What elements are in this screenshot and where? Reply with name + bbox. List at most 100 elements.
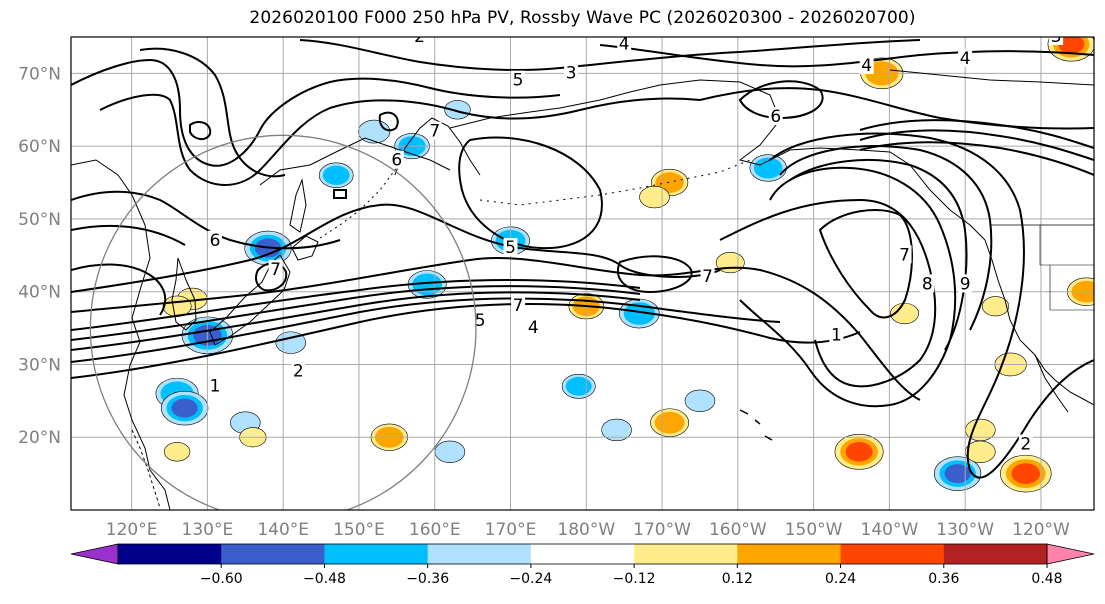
colorbar-tick-label: 0.48 bbox=[1031, 571, 1062, 587]
colorbar-segment bbox=[221, 544, 325, 564]
colorbar-segment bbox=[840, 544, 945, 564]
contour-label-bg bbox=[897, 245, 912, 264]
pv-contours bbox=[71, 39, 1094, 479]
coastline-baja bbox=[1034, 354, 1069, 413]
contour-2 bbox=[71, 297, 781, 363]
contour-label: 1 bbox=[831, 325, 842, 345]
pc-shading-blob bbox=[561, 373, 596, 399]
contour-label: 2 bbox=[414, 27, 425, 47]
pc-shading-level bbox=[163, 442, 191, 462]
lon-tick-label: 150°W bbox=[785, 520, 843, 540]
lat-tick-label: 50°N bbox=[18, 210, 61, 230]
pc-shading-blob bbox=[1000, 454, 1052, 493]
contour-north-1 bbox=[71, 58, 561, 167]
pc-shading-blob bbox=[933, 456, 982, 491]
contour-label-bg bbox=[207, 230, 222, 249]
lon-tick-label: 160°E bbox=[409, 520, 461, 540]
contour-label: 4 bbox=[619, 34, 630, 54]
contour-label-bg bbox=[207, 376, 222, 395]
contour-north-7 bbox=[738, 80, 824, 120]
contour-label: 3 bbox=[1051, 27, 1062, 47]
contour-label: 8 bbox=[922, 274, 933, 294]
contour-label: 9 bbox=[960, 274, 971, 294]
contour-label-bg bbox=[1049, 37, 1064, 45]
lon-tick-label: 170°E bbox=[485, 520, 537, 540]
coastline-korea bbox=[171, 257, 197, 331]
pc-shading-blob bbox=[890, 302, 919, 325]
contour-label: 2 bbox=[1020, 435, 1031, 455]
lat-tick-label: 70°N bbox=[18, 64, 61, 84]
contour-label: 5 bbox=[505, 238, 516, 258]
pc-shading-blob bbox=[434, 440, 466, 463]
colorbar-tick-label: −0.12 bbox=[613, 571, 656, 587]
pc-shading-blob bbox=[715, 252, 745, 274]
coastline-canada bbox=[889, 69, 1094, 86]
contour-loop-b bbox=[617, 255, 693, 294]
contour-label: 7 bbox=[270, 260, 281, 280]
pc-shading-level bbox=[981, 296, 1010, 317]
colorbar-extend-low bbox=[70, 543, 119, 565]
contour-label: 7 bbox=[899, 245, 910, 265]
pc-shading-level bbox=[358, 119, 391, 144]
contour-4 bbox=[71, 285, 641, 341]
contour-label-bg bbox=[958, 48, 973, 67]
contour-label: 6 bbox=[210, 231, 221, 251]
colorbar-tick-label: −0.24 bbox=[509, 571, 552, 587]
contour-label: 6 bbox=[391, 151, 402, 171]
contour-label-bg bbox=[291, 361, 306, 380]
great-circle-region bbox=[89, 134, 477, 510]
pc-shading-blob bbox=[650, 408, 690, 437]
coastline-hawaii bbox=[739, 409, 773, 441]
lon-tick-labels: 120°E 130°E 140°E 150°E 160°E 170°E 180°W 170°W… bbox=[106, 520, 1070, 540]
coastline-aleutians bbox=[479, 159, 751, 206]
colorbar-tick-label: −0.48 bbox=[303, 571, 346, 587]
contour-label-bg bbox=[268, 259, 283, 278]
colorbar-segment bbox=[737, 544, 842, 564]
lon-tick-label: 170°W bbox=[633, 520, 691, 540]
contour-north-9 bbox=[71, 224, 186, 246]
colorbar-segment bbox=[530, 544, 635, 564]
lat-tick-label: 40°N bbox=[18, 283, 61, 303]
pc-shading-level bbox=[715, 252, 745, 274]
pc-shading-blob bbox=[163, 442, 191, 462]
pc-shading-blob bbox=[161, 390, 209, 426]
map-background bbox=[71, 37, 1094, 510]
contour-label-bg bbox=[427, 121, 442, 140]
contour-bundle-n2 bbox=[859, 129, 1094, 161]
contour-label: 7 bbox=[429, 122, 440, 142]
contour-5 bbox=[71, 279, 641, 331]
contour-label-bg bbox=[511, 296, 526, 315]
contour-6 bbox=[71, 257, 921, 401]
contour-bundle-n1 bbox=[859, 141, 1094, 176]
contour-north-8 bbox=[71, 190, 341, 250]
contour-label-bg bbox=[617, 37, 632, 53]
coastline-asia bbox=[71, 159, 171, 510]
colorbar-tick-label: 0.24 bbox=[825, 571, 856, 587]
pc-shading-blob bbox=[444, 100, 471, 120]
lon-tick-label: 130°E bbox=[182, 520, 234, 540]
lat-tick-labels: 70°N 60°N 50°N 40°N 30°N 20°N bbox=[18, 64, 61, 448]
pc-shading-blob bbox=[639, 185, 670, 209]
coastline-philippines bbox=[131, 429, 161, 509]
pc-shading-blob bbox=[318, 162, 354, 188]
colorbar-tick-label: −0.36 bbox=[406, 571, 449, 587]
contour-label: 5 bbox=[513, 71, 524, 91]
colorbar-segment bbox=[427, 544, 532, 564]
chart-title: 2026020100 F000 250 hPa PV, Rossby Wave … bbox=[249, 8, 916, 28]
pc-shading-level bbox=[753, 157, 783, 179]
pc-shading-level bbox=[845, 441, 873, 462]
pc-shading-blob bbox=[684, 389, 716, 413]
contour-west-1 bbox=[71, 263, 167, 316]
contour-label-bg bbox=[958, 274, 973, 293]
pc-shading-level bbox=[1011, 463, 1041, 484]
contour-north-3 bbox=[139, 47, 286, 178]
colorbar-extend-high bbox=[1046, 543, 1095, 565]
contour-label: 3 bbox=[566, 63, 577, 83]
pc-shading-level bbox=[684, 389, 716, 413]
coastline-sakhalin bbox=[289, 178, 307, 233]
colorbar-segment bbox=[118, 544, 222, 564]
contour-small-3 bbox=[378, 111, 399, 132]
pc-shading-blob bbox=[601, 418, 632, 442]
